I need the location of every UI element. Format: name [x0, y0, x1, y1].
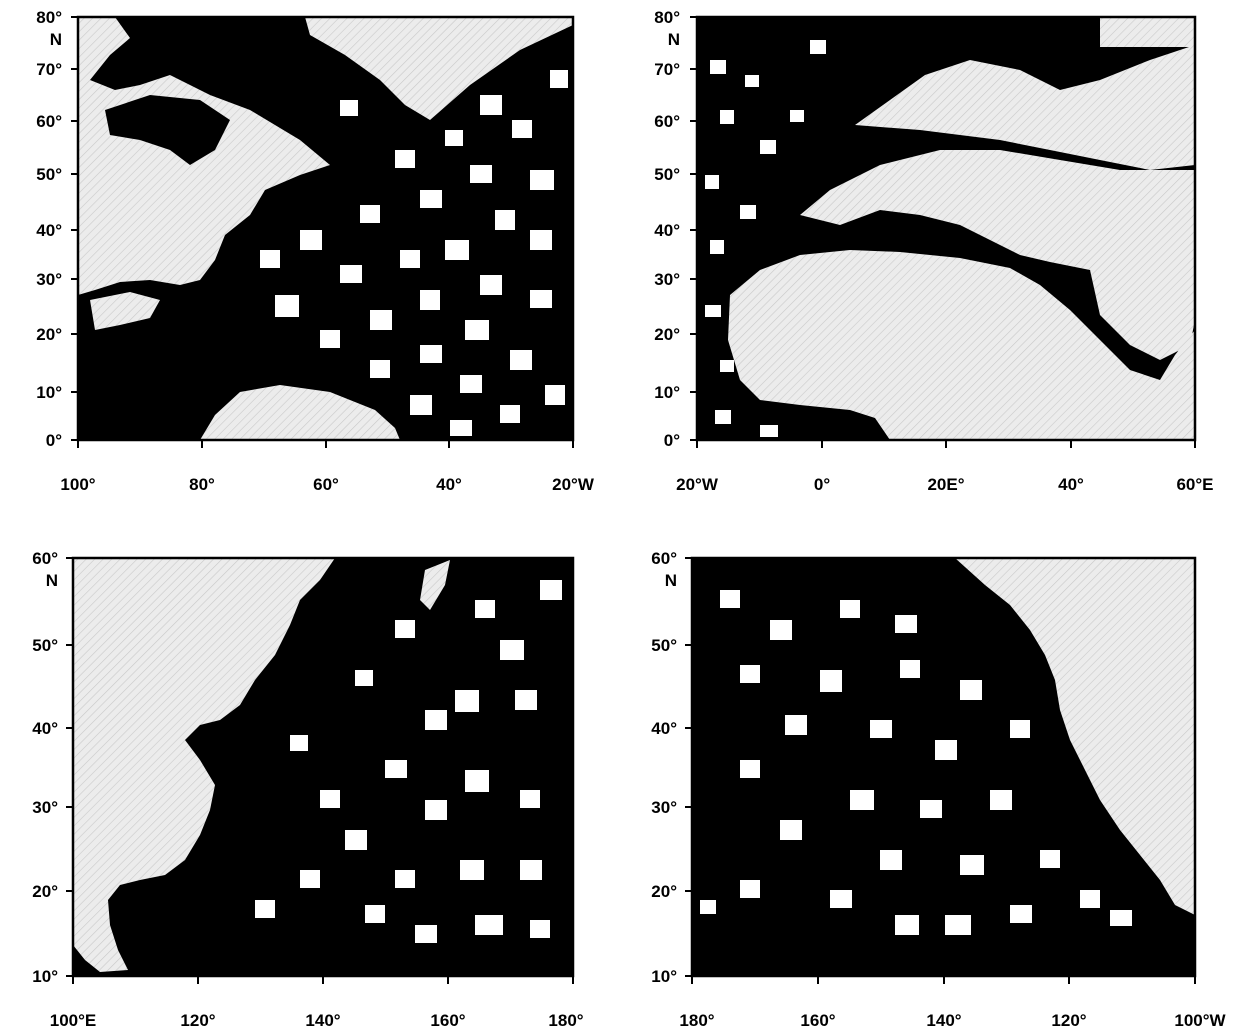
y-tick-label: 10° [654, 383, 680, 402]
y-tick-label: 60° [36, 112, 62, 131]
y-tick-label: 30° [36, 270, 62, 289]
land-greenland [305, 17, 573, 120]
y-tick-label: 80° [36, 8, 62, 27]
y-tick-label: 40° [32, 719, 58, 738]
x-axis-west-pacific: 100°E 120° 140° 160° 180° [50, 976, 584, 1030]
y-tick-label: 50° [32, 636, 58, 655]
x-tick-label: 180° [548, 1011, 583, 1030]
x-axis-north-atlantic: 100° 80° 60° 40° 20°W [60, 440, 595, 494]
land-north-island [1100, 17, 1195, 47]
x-tick-label: 0° [814, 475, 830, 494]
x-tick-label: 120° [180, 1011, 215, 1030]
data-gap-squares [255, 580, 562, 943]
y-tick-label: 30° [651, 798, 677, 817]
y-axis-europe-africa: 80° N 70° 60° 50° 40° 30° 20° 10° 0° [654, 8, 697, 450]
y-tick-label: 50° [651, 636, 677, 655]
x-tick-label: 60° [313, 475, 339, 494]
y-tick-label: 60° [654, 112, 680, 131]
panel-west-pacific: 60° N 50° 40° 30° 20° 10° 100°E 120° 140… [32, 549, 583, 1030]
y-tick-label: 10° [36, 383, 62, 402]
x-tick-label: 120° [1051, 1011, 1086, 1030]
land-scandinavia [855, 45, 1195, 170]
x-tick-label: 40° [436, 475, 462, 494]
y-tick-label: 0° [46, 431, 62, 450]
x-tick-label: 140° [926, 1011, 961, 1030]
x-tick-label: 180° [679, 1011, 714, 1030]
x-tick-label: 100°E [50, 1011, 97, 1030]
x-tick-label: 20E° [927, 475, 964, 494]
y-unit-label: N [668, 30, 680, 49]
y-tick-label: 60° [32, 549, 58, 568]
land-kamchatka [420, 560, 450, 610]
land-hudson-island [105, 95, 230, 165]
y-tick-label: 30° [32, 798, 58, 817]
data-gap-squares [700, 590, 1132, 935]
land-north-america-west [955, 558, 1195, 915]
y-tick-label: 0° [664, 431, 680, 450]
panel-north-atlantic: 80° N 70° 60° 50° 40° 30° 20° 10° 0° 100… [36, 8, 595, 494]
land-south-america [200, 385, 400, 440]
y-unit-label: N [50, 30, 62, 49]
y-tick-label: 60° [651, 549, 677, 568]
y-unit-label: N [46, 571, 58, 590]
x-tick-label: 20°W [552, 475, 595, 494]
x-tick-label: 160° [430, 1011, 465, 1030]
x-tick-label: 80° [189, 475, 215, 494]
y-tick-label: 20° [32, 882, 58, 901]
y-unit-label: N [665, 571, 677, 590]
y-axis-east-pacific: 60° N 50° 40° 30° 20° 10° [651, 549, 692, 986]
data-gap-squares [260, 70, 568, 436]
x-axis-europe-africa: 20°W 0° 20E° 40° 60°E [676, 440, 1214, 494]
y-tick-label: 20° [36, 325, 62, 344]
land-europe-asia [800, 150, 1195, 320]
y-tick-label: 50° [654, 165, 680, 184]
land-africa [728, 250, 1195, 440]
y-tick-label: 70° [36, 60, 62, 79]
map-area-east-pacific [692, 558, 1195, 976]
x-tick-label: 40° [1058, 475, 1084, 494]
x-tick-label: 100° [60, 475, 95, 494]
y-tick-label: 50° [36, 165, 62, 184]
y-axis-north-atlantic: 80° N 70° 60° 50° 40° 30° 20° 10° 0° [36, 8, 78, 450]
x-tick-label: 160° [800, 1011, 835, 1030]
panel-europe-africa: 80° N 70° 60° 50° 40° 30° 20° 10° 0° 20°… [654, 8, 1213, 494]
y-tick-label: 40° [651, 719, 677, 738]
land-arabia [1090, 270, 1195, 360]
y-tick-label: 80° [654, 8, 680, 27]
map-area-west-pacific [73, 558, 573, 976]
panel-east-pacific: 60° N 50° 40° 30° 20° 10° 180° 160° 140°… [651, 549, 1226, 1030]
y-tick-label: 70° [654, 60, 680, 79]
land-asia [73, 558, 335, 972]
y-tick-label: 40° [36, 221, 62, 240]
x-tick-label: 140° [305, 1011, 340, 1030]
land-caribbean-cuba [90, 292, 160, 330]
x-tick-label: 60°E [1176, 475, 1213, 494]
y-tick-label: 40° [654, 221, 680, 240]
x-axis-east-pacific: 180° 160° 140° 120° 100°W [679, 976, 1227, 1030]
x-tick-label: 100°W [1174, 1011, 1226, 1030]
data-gap-squares [705, 40, 826, 437]
y-tick-label: 10° [651, 967, 677, 986]
map-area-north-atlantic [78, 17, 573, 440]
x-tick-label: 20°W [676, 475, 719, 494]
y-tick-label: 30° [654, 270, 680, 289]
y-tick-label: 10° [32, 967, 58, 986]
map-area-europe-africa [697, 17, 1195, 440]
y-tick-label: 20° [651, 882, 677, 901]
y-tick-label: 20° [654, 325, 680, 344]
y-axis-west-pacific: 60° N 50° 40° 30° 20° 10° [32, 549, 73, 986]
